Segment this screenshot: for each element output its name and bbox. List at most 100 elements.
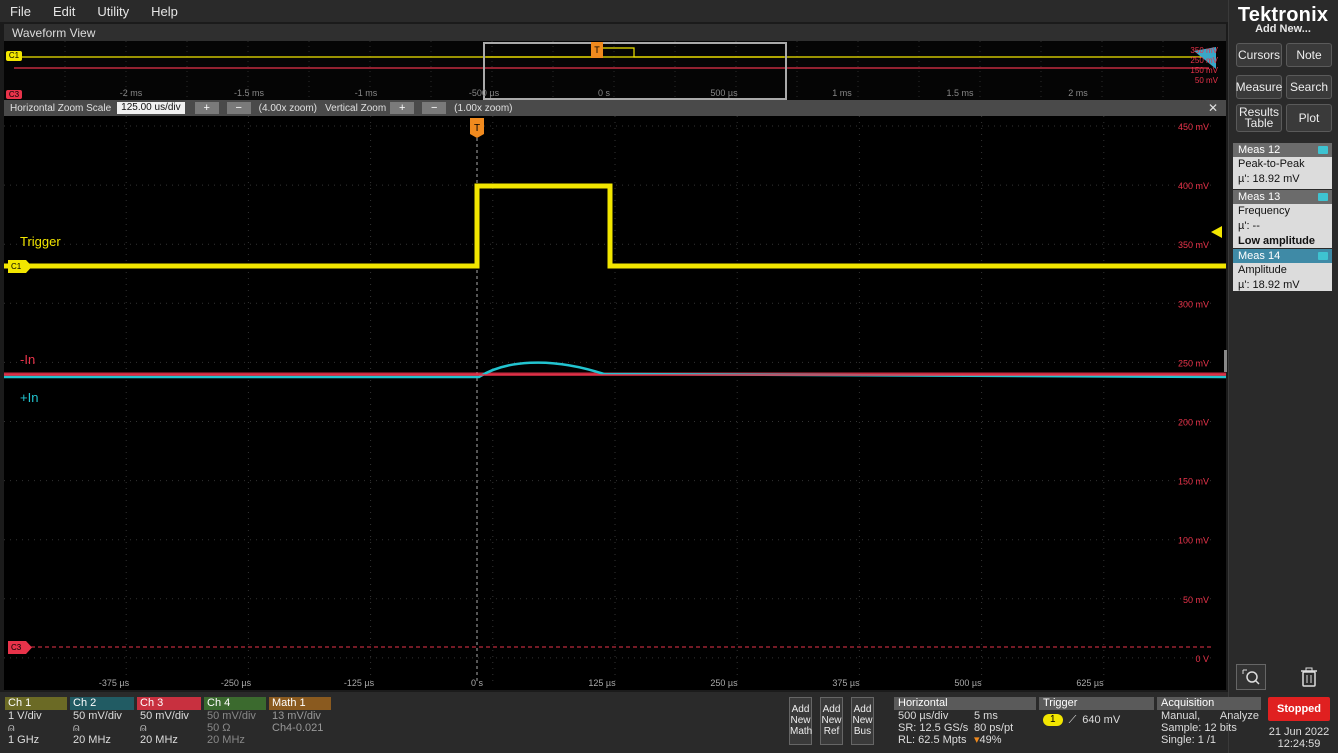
time-label: 12:24:59 xyxy=(1277,738,1321,750)
math1-expression: Ch4-0.021 xyxy=(272,722,324,734)
run-stop-status-button[interactable]: Stopped xyxy=(1268,697,1330,721)
x-tick-label: 375 µs xyxy=(832,678,860,688)
y-tick-label: 100 mV xyxy=(1178,536,1209,546)
acquisition-mode: Manual, xyxy=(1161,710,1201,722)
overview-c1-marker: C1 xyxy=(6,51,22,61)
results-table-button[interactable]: Results Table xyxy=(1236,104,1282,132)
meas-header: Meas 12 xyxy=(1238,144,1281,156)
v-zoom-plus-button[interactable]: + xyxy=(390,102,415,114)
x-tick-label: 0 s xyxy=(471,678,484,688)
overview-y-label: 50 mV xyxy=(1195,76,1219,85)
x-tick-label: -375 µs xyxy=(99,678,130,688)
menu-help[interactable]: Help xyxy=(151,3,178,19)
acquisition-badge[interactable]: Acquisition Manual, Analyze Sample: 12 bi… xyxy=(1157,697,1261,753)
plus-in-label: +In xyxy=(20,390,39,405)
add-new-ref-button[interactable]: Add New Ref xyxy=(820,697,843,745)
x-tick-label: 500 µs xyxy=(954,678,982,688)
panel-splitter-handle[interactable] xyxy=(1224,350,1227,372)
measure-button[interactable]: Measure xyxy=(1236,75,1282,99)
meas-12-badge[interactable]: Meas 12 Peak-to-Peak µ': 18.92 mV xyxy=(1233,143,1332,189)
overview-x-tick-label: 0 s xyxy=(598,88,611,98)
horizontal-position: 49% xyxy=(979,734,1002,746)
x-tick-label: 125 µs xyxy=(588,678,616,688)
vertical-zoom-label: Vertical Zoom xyxy=(325,102,387,114)
probe-icon: ⍝ xyxy=(140,722,147,734)
meas-value: µ': 18.92 mV xyxy=(1238,173,1300,185)
date-time: 21 Jun 2022 12:24:59 xyxy=(1264,726,1334,750)
trash-icon[interactable] xyxy=(1296,664,1322,690)
x-tick-label: -125 µs xyxy=(344,678,375,688)
note-button[interactable]: Note xyxy=(1286,43,1332,67)
horizontal-badge[interactable]: Horizontal 500 µs/div 5 ms SR: 12.5 GS/s 8… xyxy=(894,697,1036,753)
waveform-overview[interactable]: -2 ms -1.5 ms -1 ms -500 µs 0 s 500 µs 1 ms 1.5… xyxy=(4,41,1226,100)
y-tick-label: 250 mV xyxy=(1178,358,1209,368)
trigger-badge[interactable]: Trigger 1 ⟋ 640 mV xyxy=(1039,697,1154,753)
trigger-level: 640 mV xyxy=(1082,714,1121,726)
trigger-position-marker[interactable]: T xyxy=(470,118,484,138)
horizontal-scale: 500 µs/div xyxy=(898,710,949,722)
zoom-to-fit-icon[interactable] xyxy=(1236,664,1266,690)
ch2-badge[interactable]: Ch 2 50 mV/div ⍝ 20 MHz xyxy=(70,697,134,753)
meas-14-badge[interactable]: Meas 14 Amplitude µ': 18.92 mV xyxy=(1233,249,1332,291)
acquisition-analyze: Analyze xyxy=(1219,710,1259,722)
math1-badge[interactable]: Math 1 13 mV/div Ch4-0.021 xyxy=(269,697,331,753)
meas-header: Meas 13 xyxy=(1238,191,1281,203)
meas-13-badge[interactable]: Meas 13 Frequency µ': -- Low amplitude xyxy=(1233,190,1332,248)
ch3-marker[interactable]: C3 xyxy=(8,641,32,654)
ch4-scale: 50 mV/div xyxy=(207,710,256,722)
v-zoom-minus-button[interactable]: − xyxy=(422,102,447,114)
meas-warning: Low amplitude xyxy=(1238,235,1315,247)
overview-x-tick-label: -2 ms xyxy=(120,88,143,98)
trigger-header: Trigger xyxy=(1039,697,1154,710)
add-new-math-button[interactable]: Add New Math xyxy=(789,697,812,745)
ch3-badge[interactable]: Ch 3 50 mV/div ⍝ 20 MHz xyxy=(137,697,201,753)
menu-bar: File Edit Utility Help xyxy=(0,0,1228,22)
probe-icon: ⍝ xyxy=(8,722,15,734)
ch4-bandwidth: 20 MHz xyxy=(207,734,245,746)
ch3-header: Ch 3 xyxy=(137,697,201,710)
overview-y-label: 350 mV xyxy=(1190,46,1218,55)
overview-y-label: 250 mV xyxy=(1190,56,1218,65)
acquisition-sample: Sample: 12 bits xyxy=(1161,722,1237,734)
ch2-bandwidth: 20 MHz xyxy=(73,734,111,746)
meas-tag-icon xyxy=(1318,252,1328,260)
overview-y-label: 150 mV xyxy=(1190,66,1218,75)
menu-utility[interactable]: Utility xyxy=(97,3,130,19)
tektronix-logo: Tektronix xyxy=(1237,4,1329,26)
y-tick-label: 200 mV xyxy=(1178,418,1209,428)
horizontal-zoom-value[interactable]: 125.00 us/div xyxy=(117,102,185,114)
y-tick-label: 400 mV xyxy=(1178,181,1209,191)
ch1-marker[interactable]: C1 xyxy=(8,260,32,273)
search-button[interactable]: Search xyxy=(1286,75,1332,99)
position-icon: ▾ xyxy=(974,734,980,746)
acquisition-single: Single: 1 /1 xyxy=(1161,734,1217,746)
close-zoom-icon[interactable]: ✕ xyxy=(1207,101,1218,115)
ch4-header: Ch 4 xyxy=(204,697,266,710)
add-new-bus-button[interactable]: Add New Bus xyxy=(851,697,874,745)
h-zoom-minus-button[interactable]: − xyxy=(226,102,251,114)
menu-file[interactable]: File xyxy=(10,3,31,19)
y-tick-label: 350 mV xyxy=(1178,240,1209,250)
y-tick-label: 50 mV xyxy=(1183,595,1209,605)
record-length: RL: 62.5 Mpts xyxy=(898,734,967,746)
overview-trigger-marker[interactable]: T xyxy=(591,42,603,58)
ch2-scale: 50 mV/div xyxy=(73,710,122,722)
h-zoom-plus-button[interactable]: + xyxy=(194,102,219,114)
cursors-button[interactable]: Cursors xyxy=(1236,43,1282,67)
ch3-bandwidth: 20 MHz xyxy=(140,734,178,746)
meas-value: µ': -- xyxy=(1238,220,1260,232)
overview-x-tick-label: 2 ms xyxy=(1068,88,1088,98)
overview-x-tick-label: 1.5 ms xyxy=(946,88,974,98)
ch1-badge[interactable]: Ch 1 1 V/div ⍝ 1 GHz xyxy=(5,697,67,753)
h-zoom-factor: (4.00x zoom) xyxy=(258,102,318,114)
trigger-label: Trigger xyxy=(20,234,61,249)
plot-button[interactable]: Plot xyxy=(1286,104,1332,132)
menu-edit[interactable]: Edit xyxy=(52,3,76,19)
waveform-plot[interactable]: 450 mV 400 mV 350 mV 300 mV 250 mV 200 mV 150 … xyxy=(4,116,1227,690)
ch4-badge[interactable]: Ch 4 50 mV/div 50 Ω 20 MHz xyxy=(204,697,266,753)
ch1-scale: 1 V/div xyxy=(8,710,42,722)
y-tick-label: 300 mV xyxy=(1178,299,1209,309)
waveform-view-title: Waveform View xyxy=(4,24,1226,41)
x-tick-label: 250 µs xyxy=(710,678,738,688)
add-new-label: Add New... xyxy=(1255,23,1311,35)
